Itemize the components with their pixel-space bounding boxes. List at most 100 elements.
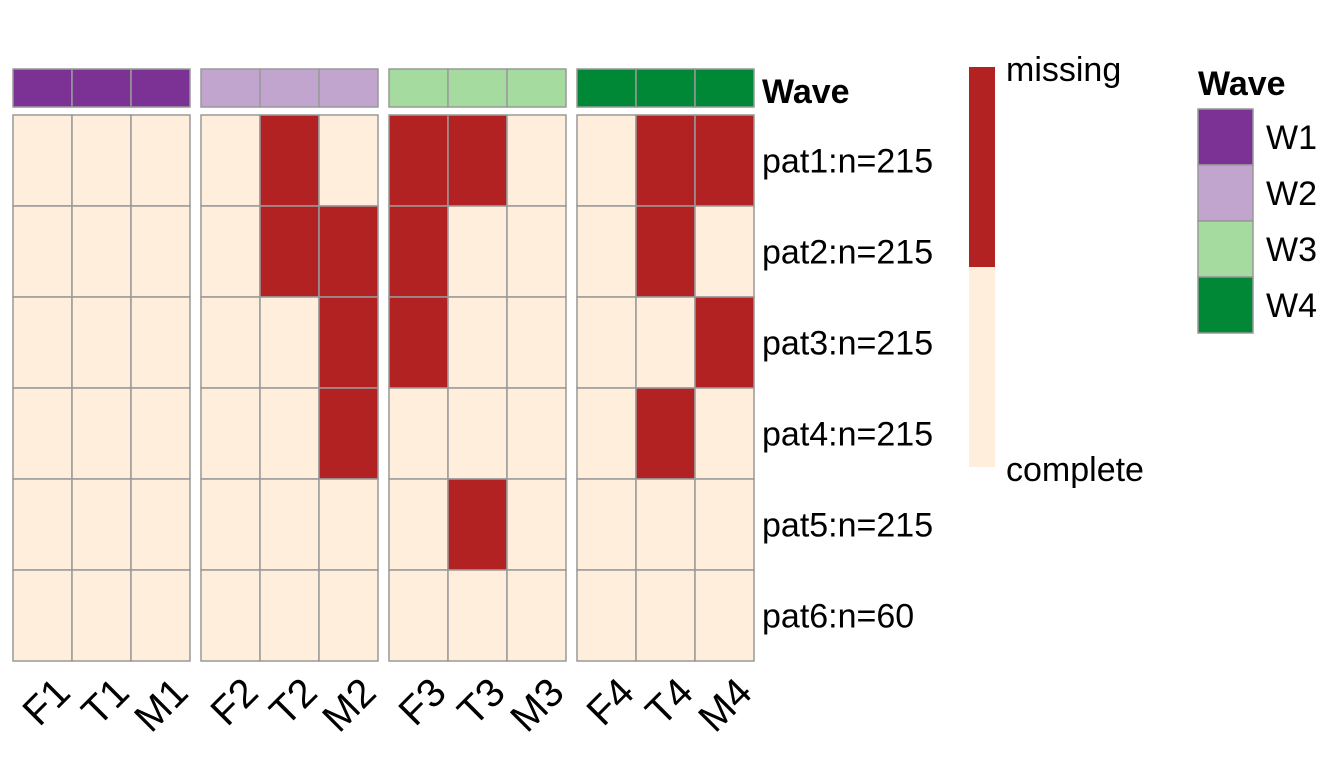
- annotation-cell-M4: [694, 68, 755, 108]
- legend-missing-label: missing: [1006, 51, 1121, 89]
- column-label: M2: [314, 670, 384, 740]
- heatmap-cell-pat5-T1: [71, 478, 132, 571]
- heatmap-cell-pat5-T3: [447, 478, 508, 571]
- heatmap-cell-pat4-F3: [388, 387, 449, 480]
- heatmap-cell-pat6-T1: [71, 569, 132, 662]
- column-label: T4: [638, 670, 702, 734]
- heatmap-cell-pat5-T4: [635, 478, 696, 571]
- column-label: T1: [74, 670, 138, 734]
- heatmap-cell-pat4-M2: [318, 387, 379, 480]
- heatmap-cell-pat3-M3: [506, 296, 567, 389]
- heatmap-cell-pat5-M4: [694, 478, 755, 571]
- heatmap-cell-pat6-F3: [388, 569, 449, 662]
- heatmap-cell-pat1-M2: [318, 114, 379, 207]
- heatmap-cell-pat2-F4: [576, 205, 637, 298]
- heatmap-cell-pat3-F1: [12, 296, 73, 389]
- heatmap-cell-pat3-M2: [318, 296, 379, 389]
- column-label: F4: [579, 670, 643, 734]
- wave-legend-label: W1: [1266, 119, 1317, 157]
- wave-legend-swatch: [1197, 108, 1254, 166]
- heatmap-cell-pat1-F4: [576, 114, 637, 207]
- annotation-cell-T1: [71, 68, 132, 108]
- heatmap-cell-pat1-T2: [259, 114, 320, 207]
- annotation-cell-M2: [318, 68, 379, 108]
- annotation-cell-F4: [576, 68, 637, 108]
- heatmap-cell-pat4-T3: [447, 387, 508, 480]
- annotation-cell-T2: [259, 68, 320, 108]
- wave-legend-label: W3: [1266, 231, 1317, 269]
- wave-legend-title: Wave: [1198, 65, 1286, 103]
- heatmap-cell-pat2-F2: [200, 205, 261, 298]
- heatmap-cell-pat4-M4: [694, 387, 755, 480]
- heatmap-cell-pat5-M1: [130, 478, 191, 571]
- heatmap-cell-pat5-M2: [318, 478, 379, 571]
- legend-missing-swatch: [969, 67, 995, 267]
- heatmap-cell-pat5-F4: [576, 478, 637, 571]
- heatmap-cell-pat1-M3: [506, 114, 567, 207]
- heatmap-cell-pat2-F3: [388, 205, 449, 298]
- heatmap-cell-pat4-T2: [259, 387, 320, 480]
- heatmap-cell-pat5-F2: [200, 478, 261, 571]
- heatmap-cell-pat2-T4: [635, 205, 696, 298]
- row-label: pat4:n=215: [762, 416, 933, 454]
- heatmap-cell-pat5-F1: [12, 478, 73, 571]
- heatmap-cell-pat3-M4: [694, 296, 755, 389]
- column-label: F2: [203, 670, 267, 734]
- heatmap-cell-pat6-T2: [259, 569, 320, 662]
- column-label: T2: [262, 670, 326, 734]
- legend-complete-swatch: [969, 267, 995, 467]
- annotation-cell-F2: [200, 68, 261, 108]
- heatmap-cell-pat2-T1: [71, 205, 132, 298]
- annotation-cell-T4: [635, 68, 696, 108]
- heatmap-cell-pat6-M2: [318, 569, 379, 662]
- heatmap-cell-pat1-F3: [388, 114, 449, 207]
- heatmap-cell-pat5-M3: [506, 478, 567, 571]
- heatmap-cell-pat2-M1: [130, 205, 191, 298]
- column-label: M4: [690, 670, 760, 740]
- row-label: pat5:n=215: [762, 507, 933, 545]
- heatmap-cell-pat6-F1: [12, 569, 73, 662]
- heatmap-cell-pat4-M1: [130, 387, 191, 480]
- heatmap-cell-pat4-F2: [200, 387, 261, 480]
- heatmap-cell-pat4-M3: [506, 387, 567, 480]
- wave-legend-label: W2: [1266, 175, 1317, 213]
- heatmap-cell-pat2-T3: [447, 205, 508, 298]
- annotation-cell-F1: [12, 68, 73, 108]
- heatmap-cell-pat4-T1: [71, 387, 132, 480]
- row-labels: pat1:n=215 pat2:n=215 pat3:n=215 pat4:n=215…: [762, 143, 933, 636]
- row-label: pat2:n=215: [762, 234, 933, 272]
- heatmap-cell-pat6-M1: [130, 569, 191, 662]
- annotation-cell-M1: [130, 68, 191, 108]
- column-label: M3: [502, 670, 572, 740]
- heatmap-cell-pat1-T1: [71, 114, 132, 207]
- heatmap-cell-pat5-T2: [259, 478, 320, 571]
- heatmap-cell-pat1-M4: [694, 114, 755, 207]
- heatmap-cell-pat3-F3: [388, 296, 449, 389]
- heatmap-cell-pat1-T4: [635, 114, 696, 207]
- column-label: T3: [450, 670, 514, 734]
- annotation-cell-T3: [447, 68, 508, 108]
- row-label: pat3:n=215: [762, 325, 933, 363]
- wave-legend-label: W4: [1266, 287, 1317, 325]
- annotation-label: Wave: [762, 73, 850, 111]
- heatmap-cell-pat3-T3: [447, 296, 508, 389]
- value-legend: missing complete: [969, 51, 1144, 489]
- column-label: M1: [126, 670, 196, 740]
- annotation-cell-M3: [506, 68, 567, 108]
- heatmap-cell-pat4-F4: [576, 387, 637, 480]
- annotation-cell-F3: [388, 68, 449, 108]
- heatmap-cell-pat6-T4: [635, 569, 696, 662]
- heatmap-cell-pat1-F2: [200, 114, 261, 207]
- wave-legend: Wave W1 W2 W3 W4: [1197, 65, 1317, 334]
- wave-legend-swatch: [1197, 220, 1254, 278]
- row-label: pat6:n=60: [762, 598, 914, 636]
- heatmap-cell-pat6-T3: [447, 569, 508, 662]
- heatmap-cell-pat2-M2: [318, 205, 379, 298]
- heatmap-cell-pat1-T3: [447, 114, 508, 207]
- heatmap-cell-pat5-F3: [388, 478, 449, 571]
- heatmap-cell-pat1-M1: [130, 114, 191, 207]
- wave-annotation-bar: [12, 68, 755, 108]
- heatmap-cell-pat3-T2: [259, 296, 320, 389]
